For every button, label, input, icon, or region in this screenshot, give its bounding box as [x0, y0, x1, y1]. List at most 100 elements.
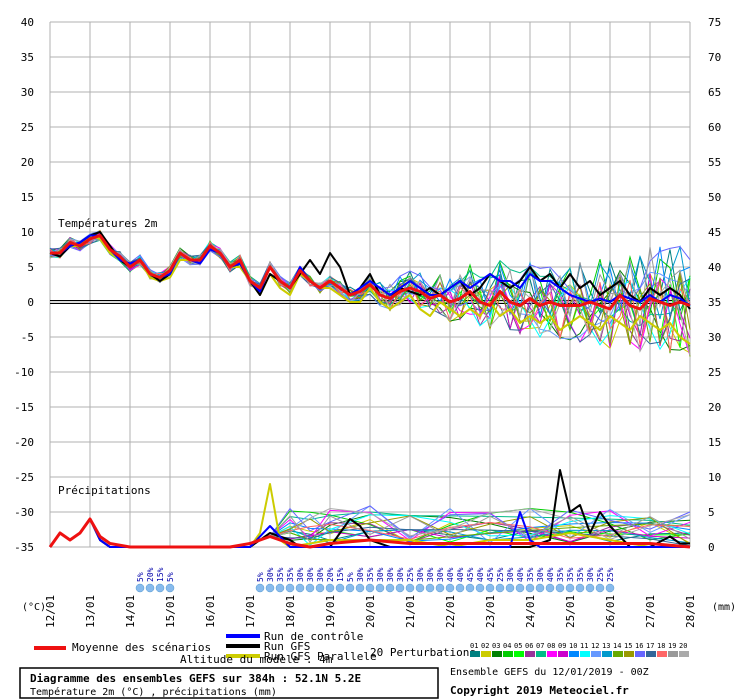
footer-box [19, 667, 439, 699]
y-right-tick-label: 10 [708, 471, 721, 484]
snowflake-icon [345, 583, 355, 593]
y-right-tick-label: 60 [708, 121, 721, 134]
snow-chance-label: 40% [546, 567, 555, 582]
perturbation-color-swatch [657, 651, 667, 657]
snowflake-icon [485, 583, 495, 593]
perturbation-code-label: 07 [536, 642, 544, 650]
snow-chance-label: 30% [296, 567, 305, 582]
snow-chance-label: 15% [336, 567, 345, 582]
x-tick-label: 18/01 [284, 595, 297, 628]
snow-chance-label: 40% [456, 567, 465, 582]
x-tick-label: 24/01 [524, 595, 537, 628]
perturbation-code-label: 01 [470, 642, 478, 650]
snowflake-icon [335, 583, 345, 593]
y-left-tick-label: -20 [14, 436, 34, 449]
snowflake-icon [545, 583, 555, 593]
snowflake-icon [565, 583, 575, 593]
perturbation-code-label: 20 [679, 642, 687, 650]
perturbation-code-label: 06 [525, 642, 533, 650]
perturbation-code-label: 18 [657, 642, 665, 650]
y-right-tick-label: 55 [708, 156, 721, 169]
x-tick-label: 19/01 [324, 595, 337, 628]
y-right-tick-label: 35 [708, 296, 721, 309]
snow-chance-label: 35% [276, 567, 285, 582]
perturbation-code-label: 11 [580, 642, 588, 650]
y-left-tick-label: -5 [21, 331, 34, 344]
x-tick-label: 27/01 [644, 595, 657, 628]
snowflake-icon [385, 583, 395, 593]
snowflake-icon [395, 583, 405, 593]
snowflake-icon [275, 583, 285, 593]
legend-gfs-label: Run GFS [264, 640, 310, 653]
perturbation-color-swatch [558, 651, 568, 657]
snow-chance-label: 5% [166, 572, 175, 582]
snow-chance-label: 25% [496, 567, 505, 582]
y-left-tick-label: -30 [14, 506, 34, 519]
snow-chance-label: 15% [156, 567, 165, 582]
x-tick-label: 20/01 [364, 595, 377, 628]
y-left-tick-label: 25 [21, 121, 34, 134]
y-right-tick-label: 30 [708, 331, 721, 344]
perturbation-color-swatch [668, 651, 678, 657]
snowflake-icon [525, 583, 535, 593]
snow-chance-label: 35% [576, 567, 585, 582]
mean-temp-line [50, 234, 691, 311]
x-tick-label: 22/01 [444, 595, 457, 628]
legend-mean-label: Moyenne des scénarios [72, 641, 211, 654]
snowflake-icon [495, 583, 505, 593]
snowflake-icon [315, 583, 325, 593]
y-left-tick-label: 0 [27, 296, 34, 309]
snow-chance-label: 30% [436, 567, 445, 582]
snowflake-icon [605, 583, 615, 593]
snowflake-icon [465, 583, 475, 593]
snowflake-icon [445, 583, 455, 593]
perturbation-code-label: 16 [635, 642, 643, 650]
temperature-section-label: Températures 2m [58, 217, 158, 230]
y-left-tick-label: -15 [14, 401, 34, 414]
x-tick-label: 26/01 [604, 595, 617, 628]
perturbation-code-label: 14 [613, 642, 621, 650]
snow-chance-label: 30% [536, 567, 545, 582]
y-left-tick-label: 5 [27, 261, 34, 274]
snowflake-icon [595, 583, 605, 593]
y-right-tick-label: 65 [708, 86, 721, 99]
snowflake-icon [145, 583, 155, 593]
snow-chance-label: 5% [256, 572, 265, 582]
snow-chance-label: 35% [556, 567, 565, 582]
snowflake-icon [475, 583, 485, 593]
snow-chance-label: 30% [356, 567, 365, 582]
perturbation-code-label: 15 [624, 642, 632, 650]
snow-chance-label: 5% [136, 572, 145, 582]
y-right-tick-label: 40 [708, 261, 721, 274]
perturbation-code-label: 05 [514, 642, 522, 650]
snowflake-icon [305, 583, 315, 593]
snow-chance-markers: 5% 20% 15% 5% 5% 30% 35% 35% 30% 30% 30% 20% 15% 5% 30… [135, 567, 615, 593]
x-tick-label: 16/01 [204, 595, 217, 628]
snow-chance-label: 5% [346, 572, 355, 582]
snowflake-icon [575, 583, 585, 593]
snow-chance-label: 30% [506, 567, 515, 582]
snowflake-icon [515, 583, 525, 593]
perturbation-code-label: 13 [602, 642, 610, 650]
gfs-temp-line [49, 231, 691, 310]
perturbation-code-label: 09 [558, 642, 566, 650]
y-left-tick-label: 35 [21, 51, 34, 64]
snow-chance-label: 30% [266, 567, 275, 582]
mean-precip-line [48, 517, 691, 549]
y-right-unit: (mm) [712, 602, 736, 613]
snowflake-icon [555, 583, 565, 593]
perturbation-color-swatch [613, 651, 623, 657]
snowflake-icon [415, 583, 425, 593]
snowflake-icon [135, 583, 145, 593]
y-left-tick-label: 40 [21, 16, 34, 29]
y-right-tick-label: 20 [708, 401, 721, 414]
footer-title: Diagramme des ensembles GEFS sur 384h : … [30, 672, 361, 685]
snowflake-icon [365, 583, 375, 593]
y-right-tick-label: 25 [708, 366, 721, 379]
snow-chance-label: 25% [606, 567, 615, 582]
y-axis-left: 40 35 30 25 20 15 10 5 0 -5 -10 -15 -20 -25 -30 -35 [14, 16, 34, 554]
snow-chance-label: 30% [586, 567, 595, 582]
perturbation-color-swatch [492, 651, 502, 657]
snow-chance-label: 30% [396, 567, 405, 582]
